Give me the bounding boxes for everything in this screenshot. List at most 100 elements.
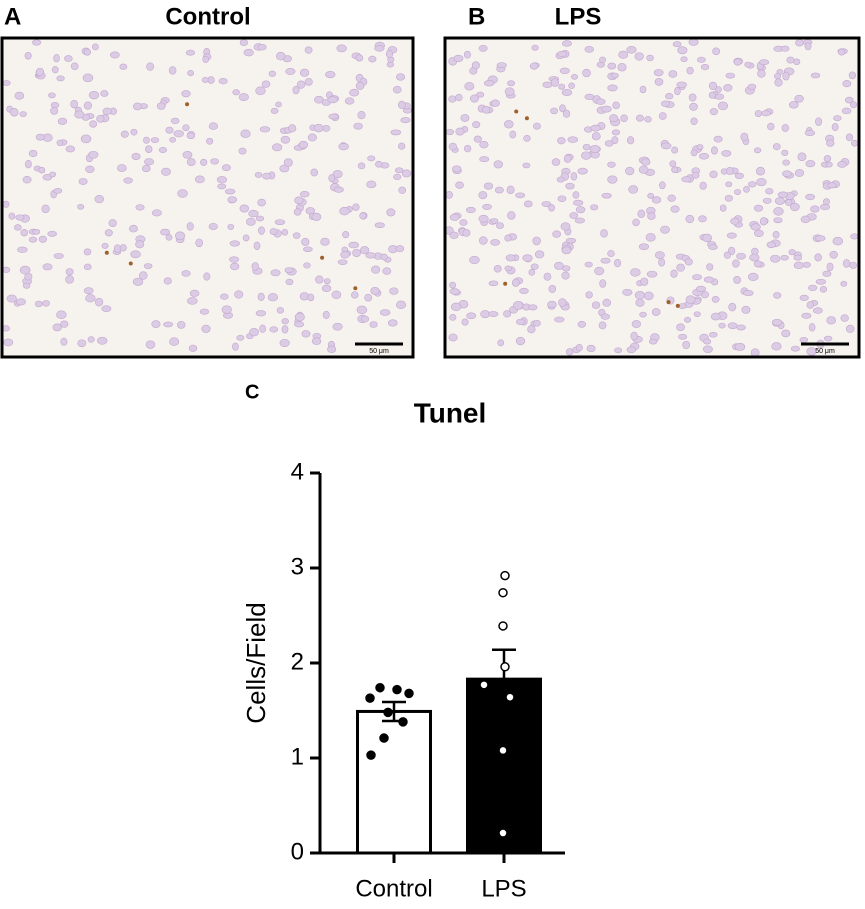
cell [82, 73, 94, 83]
cell [229, 256, 240, 263]
cell [685, 295, 696, 304]
cell [188, 344, 198, 352]
cell [301, 237, 310, 246]
cell [552, 230, 562, 238]
cell [87, 336, 95, 343]
cell [132, 277, 144, 286]
cell [449, 281, 457, 289]
cell [340, 250, 350, 259]
cell [173, 130, 184, 138]
cell [32, 228, 41, 235]
cell [478, 45, 488, 52]
cell [837, 161, 847, 168]
cell [186, 158, 196, 166]
cell [724, 194, 733, 202]
cell [401, 169, 412, 178]
cell [83, 287, 94, 295]
cell [216, 176, 228, 184]
cell [386, 61, 395, 68]
cell [108, 219, 117, 227]
cell [723, 251, 731, 259]
cell [822, 270, 832, 277]
cell [65, 275, 74, 284]
cell [300, 191, 310, 198]
cell [794, 94, 804, 103]
cell [231, 342, 239, 351]
cell [599, 279, 607, 288]
cell [802, 261, 811, 268]
cell [210, 158, 219, 165]
micrograph: 50 μm [0, 36, 415, 359]
cell [570, 172, 578, 181]
cell [557, 50, 568, 57]
cell [676, 81, 687, 88]
cell [789, 101, 799, 109]
cell [174, 231, 186, 240]
chart-title: Tunel [414, 397, 487, 428]
cell [293, 208, 302, 216]
cell [698, 152, 709, 160]
cell [620, 114, 628, 123]
cell [177, 189, 188, 198]
cell [94, 297, 104, 307]
cell [808, 284, 818, 292]
cell [507, 80, 515, 87]
data-point [500, 662, 510, 672]
cell [548, 285, 557, 293]
cell [781, 149, 789, 156]
cell [303, 246, 313, 253]
cell [630, 331, 638, 341]
cell [60, 337, 68, 346]
cell [396, 73, 406, 81]
cell [700, 63, 710, 71]
cell [689, 102, 698, 111]
cell [294, 321, 305, 328]
cell [563, 154, 572, 163]
cell [568, 82, 576, 89]
cell [242, 234, 250, 242]
cell [814, 253, 822, 262]
data-point [404, 688, 414, 699]
cell [653, 69, 664, 77]
cell [275, 101, 282, 108]
cell [333, 186, 344, 193]
cell [221, 305, 232, 314]
cell [150, 137, 160, 143]
cell [600, 313, 610, 320]
x-tick-label: LPS [481, 875, 526, 902]
cell [364, 293, 373, 302]
cell [359, 246, 370, 255]
data-point [498, 828, 508, 838]
cell [509, 130, 517, 139]
cell [669, 160, 677, 168]
cell [771, 318, 783, 326]
cell [449, 313, 457, 321]
cell [130, 128, 138, 136]
cell [810, 72, 821, 79]
panel-label: B [468, 3, 485, 30]
cell [276, 307, 285, 314]
data-point [498, 621, 508, 631]
cell [681, 176, 692, 183]
cell [269, 326, 279, 333]
cell [561, 246, 572, 255]
cell [732, 259, 740, 268]
cell [584, 261, 593, 268]
cell [22, 282, 31, 289]
cell [138, 271, 148, 280]
cell [455, 93, 463, 102]
cell [400, 117, 411, 124]
cell [181, 270, 191, 277]
cell [693, 311, 701, 318]
stained-cell [524, 116, 529, 121]
cell [199, 308, 210, 315]
cell [711, 296, 720, 303]
cell [772, 143, 781, 151]
cell [374, 222, 385, 229]
cell [805, 160, 816, 168]
cell [187, 297, 198, 305]
cell [639, 311, 647, 318]
cell [695, 285, 707, 292]
cell [160, 228, 171, 236]
cell [710, 312, 721, 321]
